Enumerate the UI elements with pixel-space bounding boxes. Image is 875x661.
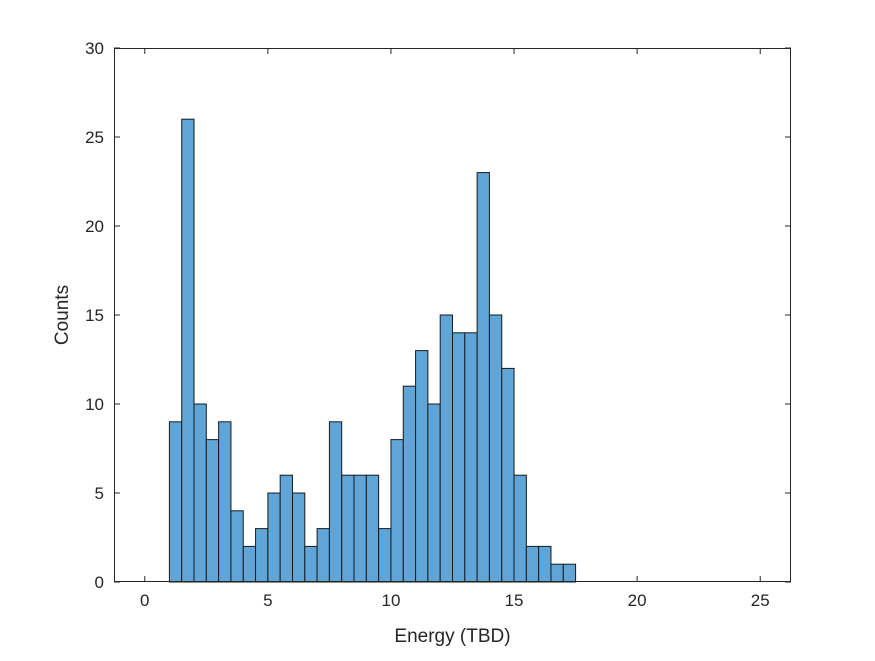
histogram-bar bbox=[402, 385, 417, 583]
y-tick-label: 20 bbox=[85, 217, 104, 236]
histogram-bar bbox=[267, 492, 281, 583]
x-tick-label: 25 bbox=[751, 591, 770, 610]
histogram-bar bbox=[230, 510, 244, 583]
y-axis-label: Counts bbox=[52, 285, 73, 345]
x-tick-label: 0 bbox=[140, 591, 149, 610]
histogram-bar bbox=[501, 367, 515, 583]
x-tick-label: 20 bbox=[628, 591, 647, 610]
histogram-bar bbox=[193, 403, 207, 583]
histogram-bar bbox=[205, 439, 220, 583]
histogram-bar bbox=[562, 563, 577, 583]
ticks-group: 0 5 10 15 20 25 0 5 10 15 20 25 30 bbox=[85, 39, 791, 610]
histogram-bar bbox=[439, 314, 454, 583]
histogram-bar bbox=[476, 172, 490, 583]
histogram-bar bbox=[316, 528, 330, 583]
x-tick-label: 5 bbox=[263, 591, 272, 610]
histogram-bar bbox=[341, 474, 355, 583]
histogram-bar bbox=[538, 545, 552, 583]
histogram-bar bbox=[304, 545, 318, 583]
histogram-bar bbox=[279, 474, 293, 583]
histogram-bar bbox=[255, 528, 269, 583]
histogram-bar bbox=[513, 474, 527, 583]
histogram-bar bbox=[353, 474, 367, 583]
y-tick-label: 30 bbox=[85, 39, 104, 58]
histogram-bar bbox=[525, 545, 540, 583]
histogram-bar bbox=[218, 421, 232, 583]
histogram-bar bbox=[550, 563, 564, 583]
histogram-bar bbox=[390, 439, 404, 583]
histogram-bar bbox=[168, 421, 183, 583]
histogram-bar bbox=[181, 118, 195, 583]
histogram-bar bbox=[427, 403, 441, 583]
histogram-bar bbox=[464, 332, 478, 583]
y-tick-label: 0 bbox=[95, 573, 104, 592]
x-tick-label: 10 bbox=[381, 591, 400, 610]
y-tick-label: 25 bbox=[85, 128, 104, 147]
y-tick-label: 10 bbox=[85, 395, 104, 414]
histogram-bar bbox=[488, 314, 503, 583]
histogram-bar bbox=[365, 474, 380, 583]
histogram-bar bbox=[242, 545, 257, 583]
y-tick-label: 15 bbox=[85, 306, 104, 325]
x-axis-label: Energy (TBD) bbox=[394, 626, 510, 647]
x-tick-label: 15 bbox=[505, 591, 524, 610]
histogram-bar bbox=[452, 332, 466, 583]
histogram-bar bbox=[291, 492, 306, 583]
y-tick-label: 5 bbox=[95, 484, 104, 503]
histogram-bar bbox=[328, 421, 343, 583]
histogram-bar bbox=[378, 528, 392, 583]
histogram-bar bbox=[415, 350, 429, 583]
